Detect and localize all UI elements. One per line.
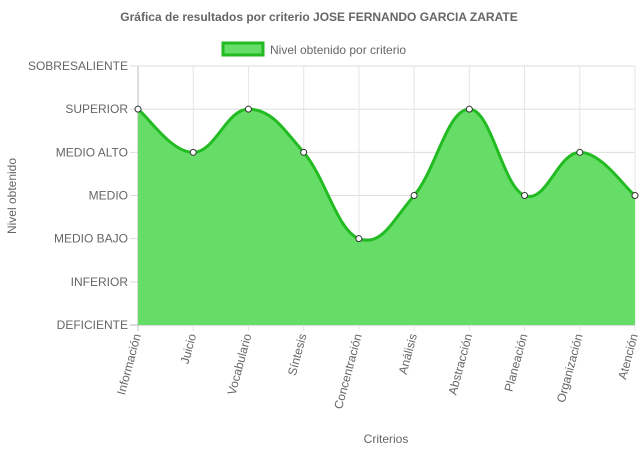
x-tick-label: Atención [615, 332, 639, 381]
data-point[interactable] [244, 105, 252, 113]
y-tick-label: MEDIO [89, 189, 128, 203]
y-axis-title: Nivel obtenido [5, 158, 19, 234]
data-point[interactable] [465, 105, 473, 113]
data-point[interactable] [631, 192, 639, 199]
legend-swatch [221, 41, 265, 57]
y-tick-label: MEDIO BAJO [54, 232, 128, 246]
legend-label: Nivel obtenido por criterio [270, 43, 406, 57]
chart-title: Gráfica de resultados por criterio JOSE … [120, 10, 517, 24]
x-tick-label: Juicio [178, 332, 200, 366]
data-point[interactable] [189, 148, 197, 156]
x-tick-label: Síntesis [285, 332, 310, 377]
data-point[interactable] [521, 192, 529, 199]
y-axis-ticks: DEFICIENTE INFERIOR MEDIO BAJO MEDIO MEDIO A… [28, 59, 128, 332]
data-point[interactable] [134, 105, 142, 113]
series-line [137, 107, 636, 242]
y-tick-label: INFERIOR [71, 275, 129, 289]
y-tick-label: SOBRESALIENTE [28, 59, 128, 73]
data-point[interactable] [300, 148, 308, 156]
x-tick-label: Análisis [396, 332, 420, 376]
data-point[interactable] [576, 148, 584, 156]
y-tick-label: SUPERIOR [65, 102, 128, 116]
x-tick-label: Concentración [331, 332, 365, 410]
x-axis-title: Criterios [364, 432, 409, 446]
x-tick-label: Planeación [502, 332, 531, 393]
y-tick-label: DEFICIENTE [57, 318, 128, 332]
x-tick-label: Abstracción [445, 332, 475, 396]
data-point[interactable] [410, 192, 418, 199]
x-axis-ticks: Información Juicio Vocabulario Síntesis Conc… [114, 332, 639, 411]
series-area [138, 109, 635, 325]
data-point[interactable] [355, 235, 363, 243]
x-tick-label: Información [114, 332, 144, 396]
x-tick-label: Vocabulario [225, 332, 255, 397]
y-tick-label: MEDIO ALTO [56, 145, 128, 159]
x-tick-label: Organización [554, 332, 586, 404]
legend[interactable]: Nivel obtenido por criterio [221, 41, 406, 57]
series-points [134, 105, 639, 243]
